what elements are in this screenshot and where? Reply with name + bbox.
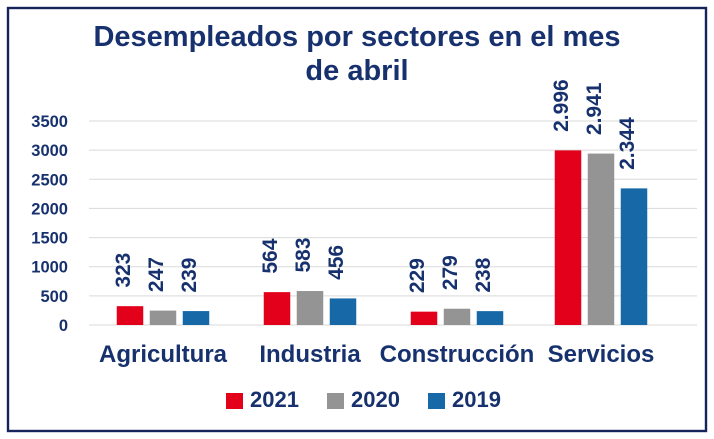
svg-text:Servicios: Servicios [548, 341, 655, 368]
svg-text:3500: 3500 [31, 113, 68, 131]
svg-text:1000: 1000 [31, 259, 68, 277]
svg-text:2019: 2019 [452, 387, 501, 412]
svg-text:229: 229 [406, 258, 429, 293]
svg-text:583: 583 [292, 237, 315, 272]
svg-text:500: 500 [40, 288, 68, 306]
svg-text:2021: 2021 [250, 387, 299, 412]
svg-text:1500: 1500 [31, 230, 68, 248]
svg-text:Construcción: Construcción [380, 341, 535, 368]
svg-text:564: 564 [259, 238, 282, 273]
svg-text:238: 238 [472, 257, 495, 292]
svg-text:456: 456 [325, 245, 348, 280]
svg-text:Desempleados por sectores en e: Desempleados por sectores en el mes [93, 21, 620, 53]
svg-text:de abril: de abril [305, 55, 408, 87]
svg-text:2020: 2020 [351, 387, 400, 412]
svg-text:2.941: 2.941 [583, 82, 606, 135]
svg-text:2.996: 2.996 [550, 79, 573, 132]
svg-text:3000: 3000 [31, 142, 68, 160]
svg-text:279: 279 [439, 255, 462, 290]
svg-text:247: 247 [145, 257, 168, 292]
svg-text:2500: 2500 [31, 171, 68, 189]
svg-text:2.344: 2.344 [616, 117, 639, 170]
svg-text:2000: 2000 [31, 200, 68, 218]
svg-text:0: 0 [59, 317, 68, 335]
svg-text:Agricultura: Agricultura [99, 341, 228, 368]
svg-text:Industria: Industria [259, 341, 361, 368]
svg-text:323: 323 [112, 253, 135, 288]
svg-text:239: 239 [178, 258, 201, 293]
